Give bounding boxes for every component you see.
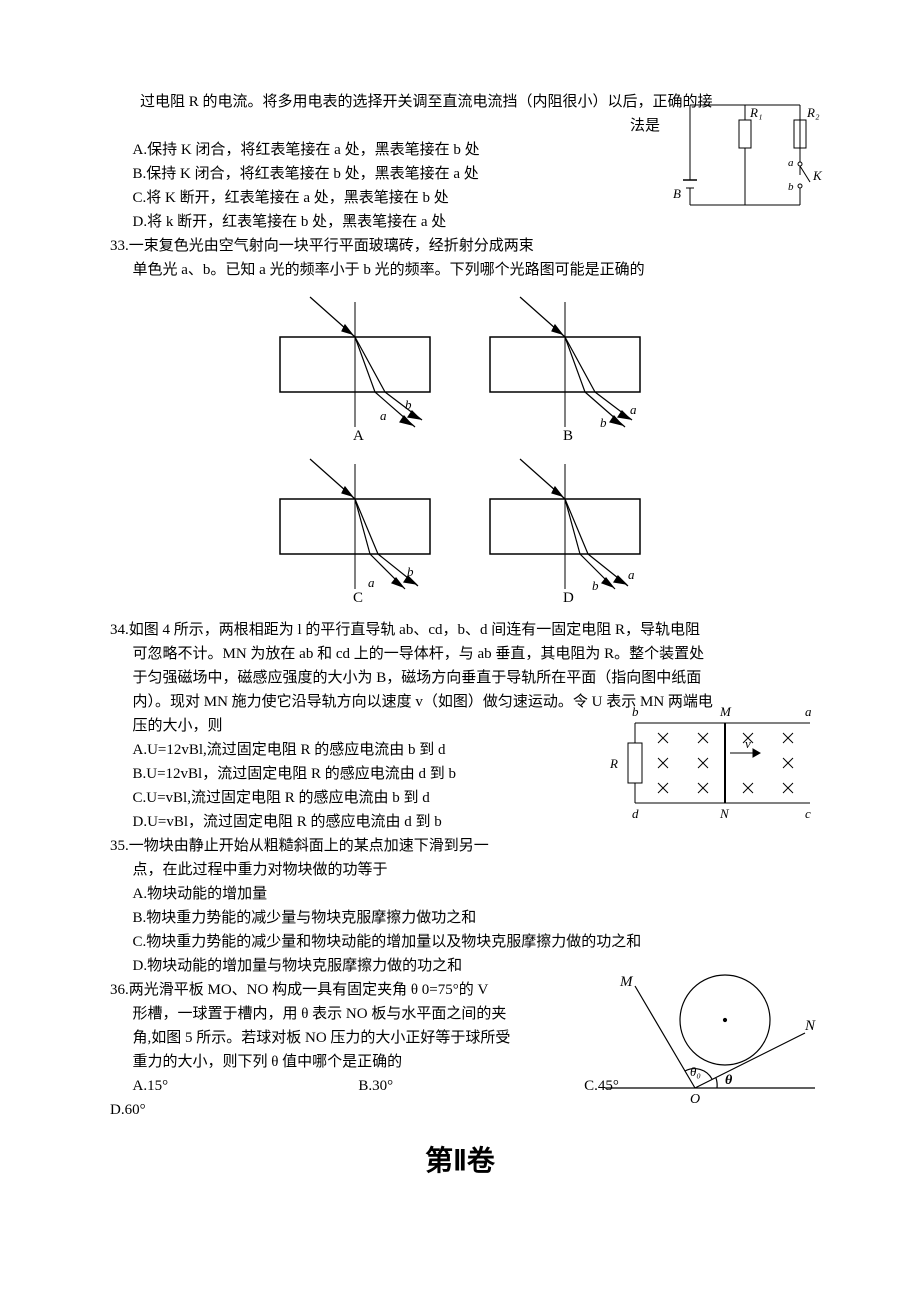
q34-stem1: 如图 4 所示，两根相距为 l 的平行直导轨 ab、cd，b、d 间连有一固定电…: [129, 622, 700, 638]
q35-options: A.物块动能的增加量 B.物块重力势能的减少量与物块克服摩擦力做功之和 C.物块…: [133, 882, 811, 978]
q33-label-D: D: [563, 590, 574, 604]
q33-A-ray-b: b: [405, 397, 412, 412]
label-R2: R₂: [806, 105, 820, 120]
question-33-block: 33.一束复色光由空气射向一块平行平面玻璃砖，经折射分成两束 单色光 a、b。已…: [110, 234, 810, 612]
q34-l3: 于匀强磁场中，磁感应强度的大小为 B，磁场方向垂直于导轨所在平面（指向图中纸面: [133, 666, 811, 690]
q33-num: 33.: [110, 238, 129, 254]
q33-D-ray-b: b: [592, 578, 599, 593]
q36-optA: A.15°: [133, 1074, 359, 1098]
q32-circuit-figure: R₁ R₂ B K a b: [670, 80, 830, 220]
q34-label-R: R: [609, 756, 618, 771]
q36-stem1: 两光滑平板 MO、NO 构成一具有固定夹角 θ 0=75°的 V: [129, 982, 489, 998]
question-35-block: 35.一物块由静止开始从粗糙斜面上的某点加速下滑到另一 点，在此过程中重力对物块…: [110, 834, 810, 978]
q34-figure: b a d c M N R v: [595, 698, 820, 828]
q33-stem-text1: 一束复色光由空气射向一块平行平面玻璃砖，经折射分成两束: [129, 238, 534, 254]
q35-num: 35.: [110, 838, 129, 854]
q34-num: 34.: [110, 622, 129, 638]
label-R1: R₁: [749, 105, 762, 120]
q33-diagrams: a b A: [110, 292, 810, 612]
q34-label-b: b: [632, 704, 639, 719]
q36-num: 36.: [110, 982, 129, 998]
q33-B-ray-a: a: [630, 402, 637, 417]
q34-label-d: d: [632, 806, 639, 821]
q36-label-M: M: [619, 974, 634, 990]
q34-l1: 34.如图 4 所示，两根相距为 l 的平行直导轨 ab、cd，b、d 间连有一…: [110, 618, 810, 642]
q34-label-c: c: [805, 806, 811, 821]
label-a: a: [788, 157, 794, 169]
label-B: B: [673, 186, 681, 201]
q33-D-ray-a: a: [628, 567, 635, 582]
q34-label-M: M: [719, 704, 732, 719]
question-32-block: 过电阻 R 的电流。将多用电表的选择开关调至直流电流挡（内阻很小）以后，正确的接…: [110, 90, 810, 234]
q33-diagram-B: a b B: [480, 292, 650, 442]
q35-optA: A.物块动能的增加量: [133, 882, 811, 906]
q35-optB: B.物块重力势能的减少量与物块克服摩擦力做功之和: [133, 906, 811, 930]
q33-diagram-C: a b C: [270, 454, 440, 604]
q36-label-theta0: θ₀: [690, 1064, 701, 1079]
label-K: K: [812, 168, 823, 183]
q34-l2: 可忽略不计。MN 为放在 ab 和 cd 上的一导体杆，与 ab 垂直，其电阻为…: [133, 642, 811, 666]
q33-B-ray-b: b: [600, 415, 607, 430]
q34-label-N: N: [719, 806, 730, 821]
q35-l2: 点，在此过程中重力对物块做的功等于: [133, 858, 811, 882]
q36-label-N: N: [804, 1018, 816, 1034]
q33-diagram-D: a b D: [480, 454, 650, 604]
q33-stem-l2: 单色光 a、b。已知 a 光的频率小于 b 光的频率。下列哪个光路图可能是正确的: [133, 258, 811, 282]
q35-stem1: 一物块由静止开始从粗糙斜面上的某点加速下滑到另一: [129, 838, 489, 854]
q35-l1: 35.一物块由静止开始从粗糙斜面上的某点加速下滑到另一: [110, 834, 810, 858]
q36-label-theta: θ: [725, 1073, 733, 1088]
q33-label-B: B: [563, 428, 573, 442]
q33-diagram-A: a b A: [270, 292, 440, 442]
q36-figure: M N O θ₀ θ: [600, 968, 820, 1108]
q33-C-ray-b: b: [407, 564, 414, 579]
q33-C-ray-a: a: [368, 575, 375, 590]
exam-page: 过电阻 R 的电流。将多用电表的选择开关调至直流电流挡（内阻很小）以后，正确的接…: [0, 0, 920, 1245]
section-2-title: 第Ⅱ卷: [110, 1140, 810, 1185]
label-b: b: [788, 181, 794, 193]
q32-stem-line2: 法是: [110, 114, 660, 138]
q35-optC: C.物块重力势能的减少量和物块动能的增加量以及物块克服摩擦力做的功之和: [133, 930, 811, 954]
q33-label-A: A: [353, 428, 364, 442]
q34-label-a: a: [805, 704, 812, 719]
q36-optB: B.30°: [358, 1074, 584, 1098]
q33-label-C: C: [353, 590, 363, 604]
q33-A-ray-a: a: [380, 408, 387, 423]
q34-label-v: v: [745, 736, 751, 751]
q36-label-O: O: [690, 1092, 700, 1107]
question-36-block: 36.两光滑平板 MO、NO 构成一具有固定夹角 θ 0=75°的 V 形槽，一…: [110, 978, 810, 1122]
question-34-block: 34.如图 4 所示，两根相距为 l 的平行直导轨 ab、cd，b、d 间连有一…: [110, 618, 810, 834]
q33-stem-l1: 33.一束复色光由空气射向一块平行平面玻璃砖，经折射分成两束: [110, 234, 810, 258]
